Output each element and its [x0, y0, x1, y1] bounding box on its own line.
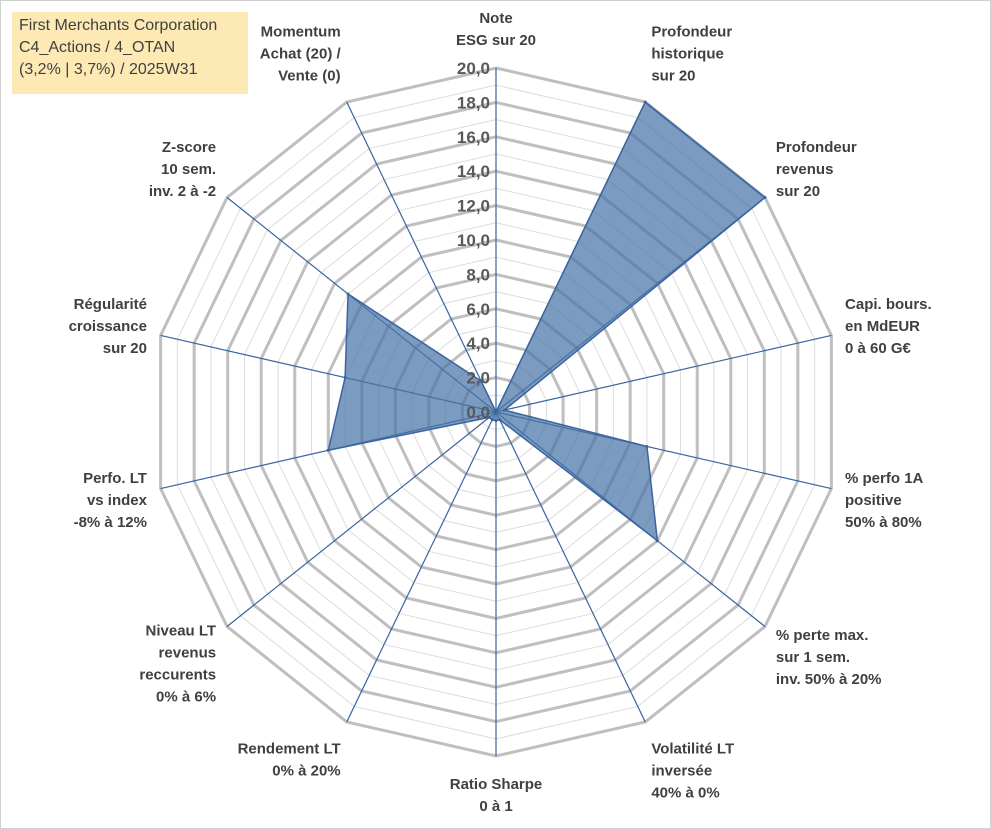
- series-point: [479, 379, 483, 383]
- axis-label: Note ESG sur 20: [456, 10, 536, 49]
- axis-label-line: sur 20: [103, 340, 147, 357]
- axis-label-line: Vente (0): [278, 67, 341, 84]
- axis-label-line: Note: [479, 10, 512, 27]
- axis-label-line: Ratio Sharpe: [450, 776, 543, 793]
- axis-label-line: 0 à 1: [479, 798, 512, 815]
- series-point: [498, 418, 502, 422]
- series-point: [487, 415, 491, 419]
- axis-label-line: % perfo 1A: [845, 470, 924, 487]
- axis-label: Profondeur historique sur 20: [651, 23, 732, 84]
- axis-label-line: Z-score: [162, 139, 216, 156]
- axis-label: Momentum Achat (20) / Vente (0): [260, 23, 342, 84]
- spoke-line: [226, 411, 497, 627]
- axis-label: Régularité croissance sur 20: [69, 296, 147, 357]
- axis-label-line: Momentum: [261, 23, 341, 40]
- tick-label: 12,0: [457, 197, 490, 216]
- radar-axis-labels: Note ESG sur 20 Profondeur historique sur 20…: [69, 10, 932, 815]
- series-point: [494, 410, 498, 414]
- axis-label-line: en MdEUR: [845, 318, 920, 335]
- radar-series: [326, 100, 767, 543]
- tick-label: 4,0: [466, 334, 490, 353]
- axis-label-line: ESG sur 20: [456, 32, 536, 49]
- series-point: [763, 196, 767, 200]
- axis-label-line: 0% à 6%: [156, 689, 216, 706]
- axis-label: Profondeur revenus sur 20: [776, 139, 857, 200]
- tick-label: 18,0: [457, 93, 490, 112]
- axis-label-line: 40% à 0%: [651, 785, 719, 802]
- axis-label-line: reccurents: [139, 667, 216, 684]
- axis-label-line: Volatilité LT: [651, 741, 734, 758]
- tick-label: 6,0: [466, 300, 490, 319]
- tick-label: 10,0: [457, 231, 490, 250]
- axis-label-line: % perte max.: [776, 627, 869, 644]
- axis-label: Capi. bours. en MdEUR 0 à 60 G€: [845, 296, 932, 357]
- radar-tick-labels: 0,0 2,0 4,0 6,0 8,0 10,0 12,0 14,0 16,0 18,0 20,0: [457, 59, 490, 422]
- axis-label-line: -8% à 12%: [74, 514, 147, 531]
- axis-label-line: croissance: [69, 318, 147, 335]
- axis-label-line: Profondeur: [776, 139, 857, 156]
- axis-label-line: sur 20: [776, 183, 820, 200]
- axis-label-line: Régularité: [74, 296, 147, 313]
- series-point: [346, 292, 350, 296]
- tick-label: 2,0: [466, 369, 490, 388]
- axis-label-line: sur 20: [651, 67, 695, 84]
- axis-label-line: inv. 50% à 20%: [776, 671, 882, 688]
- axis-label-line: 0 à 60 G€: [845, 340, 912, 357]
- axis-label-line: Achat (20) /: [260, 45, 342, 62]
- axis-label-line: positive: [845, 492, 902, 509]
- axis-label-line: 50% à 80%: [845, 514, 922, 531]
- category-line: C4_Actions / 4_OTAN: [19, 39, 176, 56]
- axis-label-line: Perfo. LT: [83, 470, 147, 487]
- axis-label-line: vs index: [87, 492, 148, 509]
- axis-label-line: sur 1 sem.: [776, 649, 850, 666]
- axis-label: Ratio Sharpe 0 à 1: [450, 776, 543, 815]
- series-point: [655, 539, 659, 543]
- series-point: [645, 444, 649, 448]
- info-box: First Merchants Corporation C4_Actions /…: [12, 12, 248, 94]
- axis-label-line: Profondeur: [651, 23, 732, 40]
- axis-label: Volatilité LT inversée 40% à 0%: [651, 741, 734, 802]
- tick-label: 14,0: [457, 162, 490, 181]
- axis-label-line: revenus: [159, 645, 217, 662]
- tick-label: 0,0: [466, 403, 490, 422]
- axis-label: Z-score 10 sem. inv. 2 à -2: [149, 139, 216, 200]
- axis-label-line: inversée: [651, 763, 712, 780]
- axis-label-line: inv. 2 à -2: [149, 183, 216, 200]
- axis-label-line: revenus: [776, 161, 834, 178]
- spoke-line: [346, 411, 497, 723]
- company-name: First Merchants Corporation: [19, 17, 218, 34]
- spoke-line: [495, 334, 832, 413]
- spoke-line: [346, 101, 497, 413]
- period-line: (3,2% | 3,7%) / 2025W31: [19, 61, 198, 78]
- axis-label: % perte max. sur 1 sem. inv. 50% à 20%: [776, 627, 882, 688]
- axis-label-line: Niveau LT: [146, 623, 217, 640]
- axis-label: Niveau LT revenus reccurents 0% à 6%: [139, 623, 216, 706]
- series-point: [490, 418, 494, 422]
- axis-label-line: 0% à 20%: [272, 763, 340, 780]
- axis-label-line: Rendement LT: [238, 741, 341, 758]
- spoke-line: [495, 411, 646, 723]
- tick-label: 16,0: [457, 128, 490, 147]
- axis-label-line: Capi. bours.: [845, 296, 932, 313]
- axis-label: Perfo. LT vs index -8% à 12%: [74, 470, 148, 531]
- axis-label: Rendement LT 0% à 20%: [238, 741, 341, 780]
- axis-label-line: historique: [651, 45, 724, 62]
- series-point: [343, 376, 347, 380]
- series-point: [643, 100, 647, 104]
- series-point: [326, 448, 330, 452]
- axis-label: % perfo 1A positive 50% à 80%: [845, 470, 924, 531]
- tick-label: 8,0: [466, 265, 490, 284]
- axis-label-line: 10 sem.: [161, 161, 216, 178]
- series-point: [502, 408, 506, 412]
- tick-label: 20,0: [457, 59, 490, 78]
- series-point: [494, 419, 498, 423]
